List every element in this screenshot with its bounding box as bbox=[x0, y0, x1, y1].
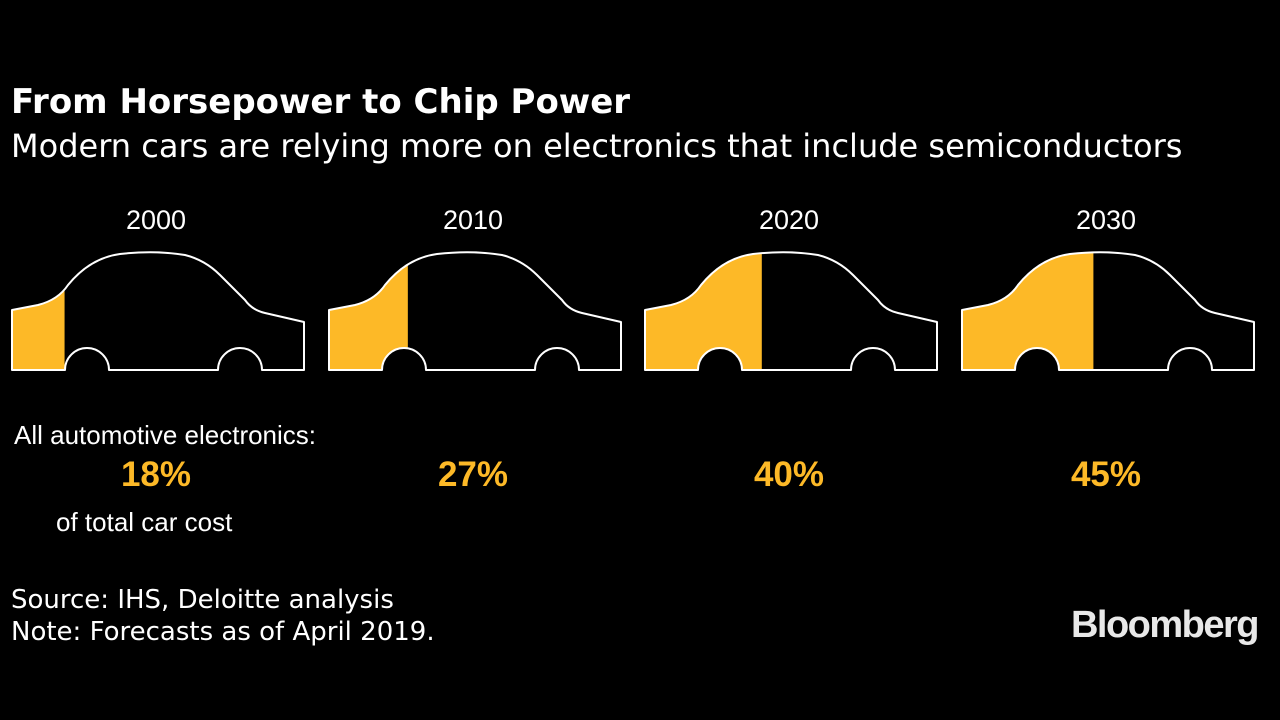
year-label-2000: 2000 bbox=[125, 205, 187, 235]
value-label-2030: 45% bbox=[1070, 455, 1142, 494]
electronics-share-bar-2030 bbox=[962, 252, 1094, 370]
car-outline-2030 bbox=[961, 251, 1255, 371]
forecast-note: Note: Forecasts as of April 2019. bbox=[11, 617, 435, 647]
year-label-2030: 2030 bbox=[1075, 205, 1137, 235]
source-note: Source: IHS, Deloitte analysis bbox=[11, 585, 394, 615]
car-2020 bbox=[644, 251, 938, 371]
value-label-2000: 18% bbox=[120, 455, 192, 494]
chart-subtitle: Modern cars are relying more on electron… bbox=[11, 127, 1183, 165]
electronics-share-bar-2010 bbox=[329, 252, 408, 370]
electronics-share-bar-2020 bbox=[645, 252, 762, 370]
car-outline-2020 bbox=[644, 251, 938, 371]
metric-intro-label: All automotive electronics: bbox=[14, 420, 317, 450]
car-outline-2000 bbox=[11, 251, 305, 371]
car-2030 bbox=[961, 251, 1255, 371]
electronics-share-bar-2000 bbox=[12, 252, 65, 370]
car-2010 bbox=[328, 251, 622, 371]
value-label-2010: 27% bbox=[437, 455, 509, 494]
value-label-2020: 40% bbox=[753, 455, 825, 494]
car-2000 bbox=[11, 251, 305, 371]
bloomberg-logo: Bloomberg bbox=[1070, 604, 1260, 646]
chart-title: From Horsepower to Chip Power bbox=[11, 82, 631, 122]
year-label-2010: 2010 bbox=[442, 205, 504, 235]
metric-unit-label: of total car cost bbox=[56, 507, 233, 537]
car-outline-2010 bbox=[328, 251, 622, 371]
year-label-2020: 2020 bbox=[758, 205, 820, 235]
